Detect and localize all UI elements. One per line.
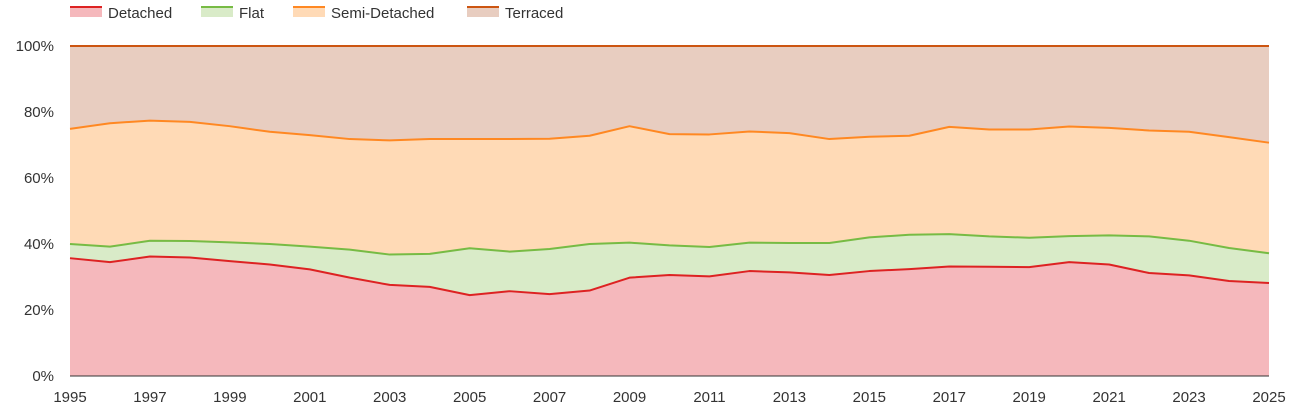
- y-tick-label: 60%: [24, 170, 54, 187]
- legend: Detached Flat Semi-Detached Terraced: [70, 5, 563, 22]
- line-flat: [69, 233, 1270, 256]
- legend-label: Semi-Detached: [331, 5, 434, 22]
- y-tick-label: 0%: [32, 368, 54, 385]
- legend-item-flat[interactable]: Flat: [201, 5, 265, 22]
- x-tick-label: 2013: [773, 389, 806, 406]
- x-tick-label: 2009: [613, 389, 646, 406]
- x-tick-label: 1995: [53, 389, 86, 406]
- area-flat: [70, 234, 1269, 296]
- x-tick-label: 2021: [1092, 389, 1125, 406]
- x-tick-label: 2003: [373, 389, 406, 406]
- legend-label: Flat: [239, 5, 265, 22]
- x-tick-label: 2015: [853, 389, 886, 406]
- legend-label: Terraced: [505, 5, 563, 22]
- y-tick-label: 20%: [24, 302, 54, 319]
- x-tick-label: 2005: [453, 389, 486, 406]
- x-tick-label: 2025: [1252, 389, 1285, 406]
- y-tick-label: 100%: [16, 38, 54, 55]
- legend-item-detached[interactable]: Detached: [70, 5, 172, 22]
- legend-label: Detached: [108, 5, 172, 22]
- legend-item-terraced[interactable]: Terraced: [467, 5, 563, 22]
- x-tick-label: 2007: [533, 389, 566, 406]
- legend-swatch: [293, 6, 325, 17]
- legend-swatch: [70, 6, 102, 17]
- legend-swatch: [467, 6, 499, 17]
- x-tick-label: 2023: [1172, 389, 1205, 406]
- y-tick-label: 80%: [24, 104, 54, 121]
- x-tick-label: 1997: [133, 389, 166, 406]
- x-tick-label: 2017: [933, 389, 966, 406]
- area-terraced: [70, 46, 1269, 143]
- x-tick-label: 2001: [293, 389, 326, 406]
- y-tick-label: 40%: [24, 236, 54, 253]
- axes: 0% 20% 40% 60% 80% 100% 1995 1997 1999 2001 2003 20…: [16, 38, 1286, 406]
- area-detached: [70, 256, 1269, 376]
- series-lines: [69, 45, 1270, 297]
- series-areas: [70, 46, 1269, 376]
- x-tick-label: 2019: [1013, 389, 1046, 406]
- line-detached: [69, 255, 1270, 297]
- x-tick-label: 2011: [693, 389, 725, 406]
- legend-swatch: [201, 6, 233, 17]
- area-semi-detached: [70, 120, 1269, 255]
- line-semi-detached: [69, 119, 1270, 144]
- x-tick-label: 1999: [213, 389, 246, 406]
- legend-item-semi-detached[interactable]: Semi-Detached: [293, 5, 434, 22]
